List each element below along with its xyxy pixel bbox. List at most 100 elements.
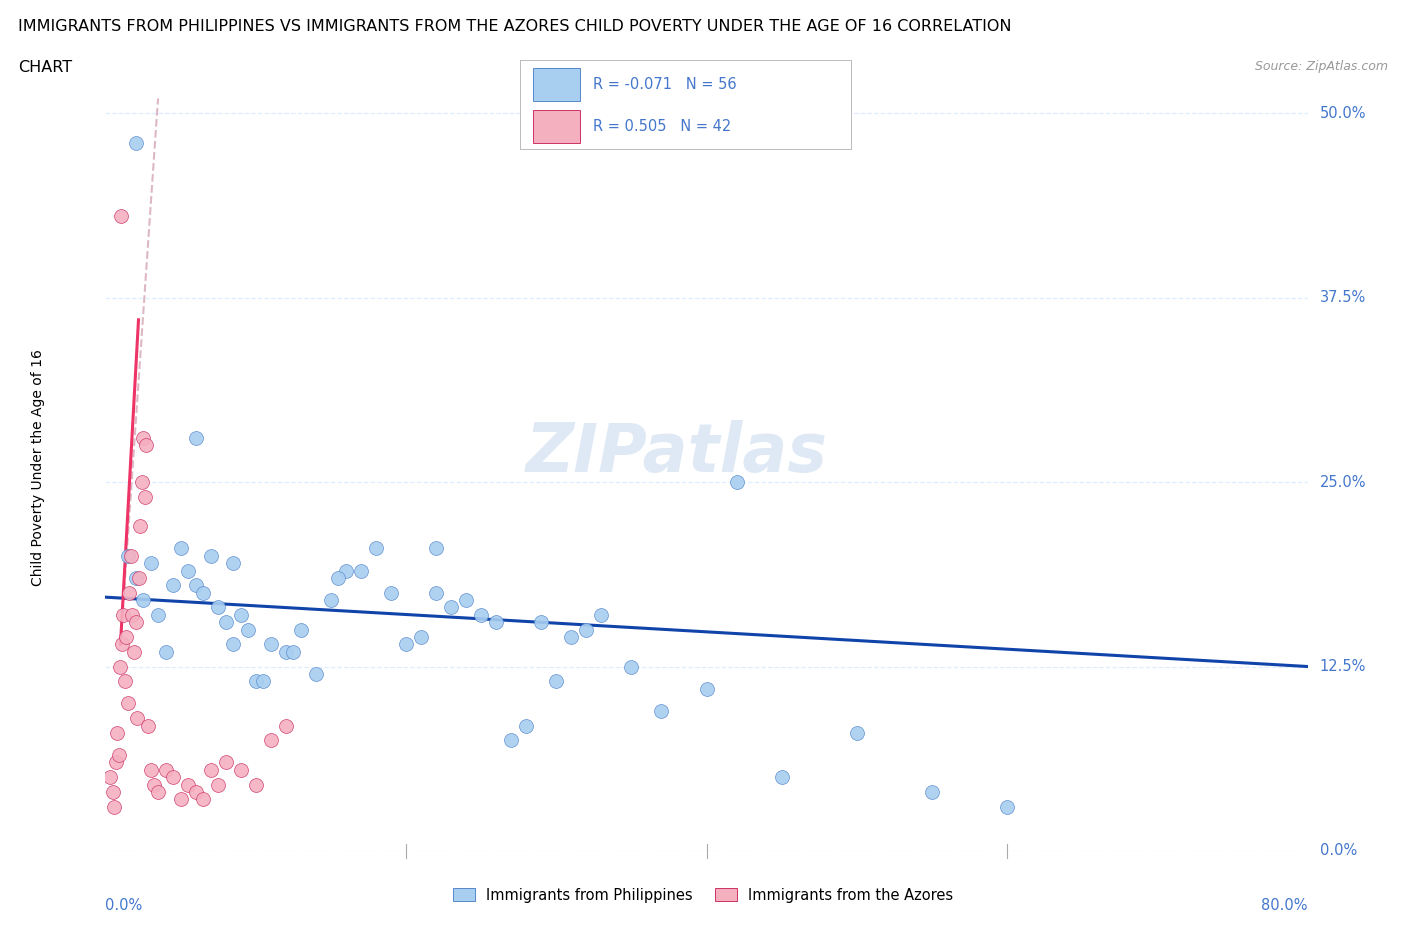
Point	[169, 541, 191, 556]
Point	[115, 630, 138, 644]
Point	[238, 622, 260, 637]
Point	[124, 615, 146, 630]
Point	[530, 615, 553, 630]
Point	[328, 570, 350, 585]
Point	[222, 556, 245, 571]
Point	[515, 718, 537, 733]
Text: ZIPatlas: ZIPatlas	[526, 419, 828, 485]
Point	[121, 607, 143, 622]
Point	[131, 474, 153, 489]
Point	[112, 607, 135, 622]
Point	[229, 607, 252, 622]
Point	[110, 659, 132, 674]
Text: 25.0%: 25.0%	[1320, 474, 1367, 489]
Point	[101, 785, 124, 800]
Point	[118, 585, 141, 600]
Point	[546, 674, 568, 689]
Point	[134, 489, 156, 504]
Point	[214, 755, 236, 770]
Text: R = -0.071   N = 56: R = -0.071 N = 56	[593, 77, 737, 92]
Point	[290, 622, 312, 637]
Point	[470, 607, 492, 622]
Point	[229, 763, 252, 777]
Point	[139, 556, 162, 571]
Text: 50.0%: 50.0%	[1320, 106, 1367, 121]
Point	[274, 718, 297, 733]
Point	[162, 770, 184, 785]
Point	[136, 718, 159, 733]
Point	[245, 777, 267, 792]
Point	[620, 659, 643, 674]
Point	[485, 615, 508, 630]
Point	[184, 578, 207, 592]
Point	[120, 549, 142, 564]
Point	[456, 592, 478, 607]
Text: 0.0%: 0.0%	[105, 898, 142, 913]
Point	[207, 600, 229, 615]
Point	[124, 570, 146, 585]
Point	[575, 622, 598, 637]
Point	[260, 637, 283, 652]
Point	[117, 549, 139, 564]
Point	[696, 681, 718, 696]
Point	[155, 644, 177, 659]
Point	[995, 799, 1018, 814]
Point	[260, 733, 283, 748]
Point	[207, 777, 229, 792]
Point	[125, 711, 148, 725]
Bar	[533, 110, 579, 142]
Point	[162, 578, 184, 592]
Point	[395, 637, 418, 652]
Point	[128, 570, 150, 585]
Point	[132, 431, 155, 445]
Point	[222, 637, 245, 652]
Point	[110, 209, 132, 224]
Point	[98, 770, 121, 785]
Point	[103, 799, 125, 814]
Point	[111, 637, 134, 652]
Point	[135, 438, 157, 453]
Point	[139, 763, 162, 777]
Point	[132, 592, 155, 607]
Point	[177, 564, 200, 578]
Point	[770, 770, 793, 785]
Point	[191, 791, 214, 806]
Text: CHART: CHART	[18, 60, 72, 75]
Point	[650, 703, 672, 718]
Point	[591, 607, 613, 622]
Point	[200, 549, 222, 564]
Text: 0.0%: 0.0%	[1320, 844, 1357, 858]
Point	[184, 431, 207, 445]
Point	[845, 725, 868, 740]
Point	[146, 607, 169, 622]
Point	[501, 733, 523, 748]
Point	[440, 600, 463, 615]
Point	[305, 667, 328, 682]
Point	[725, 474, 748, 489]
Point	[425, 585, 447, 600]
Point	[146, 785, 169, 800]
Legend: Immigrants from Philippines, Immigrants from the Azores: Immigrants from Philippines, Immigrants …	[447, 882, 959, 909]
Point	[921, 785, 943, 800]
Point	[191, 585, 214, 600]
Point	[122, 644, 145, 659]
Point	[142, 777, 165, 792]
Point	[364, 541, 387, 556]
Point	[425, 541, 447, 556]
Point	[283, 644, 305, 659]
Point	[380, 585, 402, 600]
Point	[252, 674, 274, 689]
Bar	[533, 69, 579, 101]
Point	[409, 630, 432, 644]
Point	[169, 791, 191, 806]
Text: R = 0.505   N = 42: R = 0.505 N = 42	[593, 119, 731, 134]
Point	[117, 696, 139, 711]
Point	[124, 135, 146, 150]
Point	[155, 763, 177, 777]
Point	[335, 564, 357, 578]
Point	[107, 725, 129, 740]
Point	[104, 755, 127, 770]
Point	[108, 748, 131, 763]
Text: 37.5%: 37.5%	[1320, 290, 1365, 305]
Text: Source: ZipAtlas.com: Source: ZipAtlas.com	[1254, 60, 1388, 73]
